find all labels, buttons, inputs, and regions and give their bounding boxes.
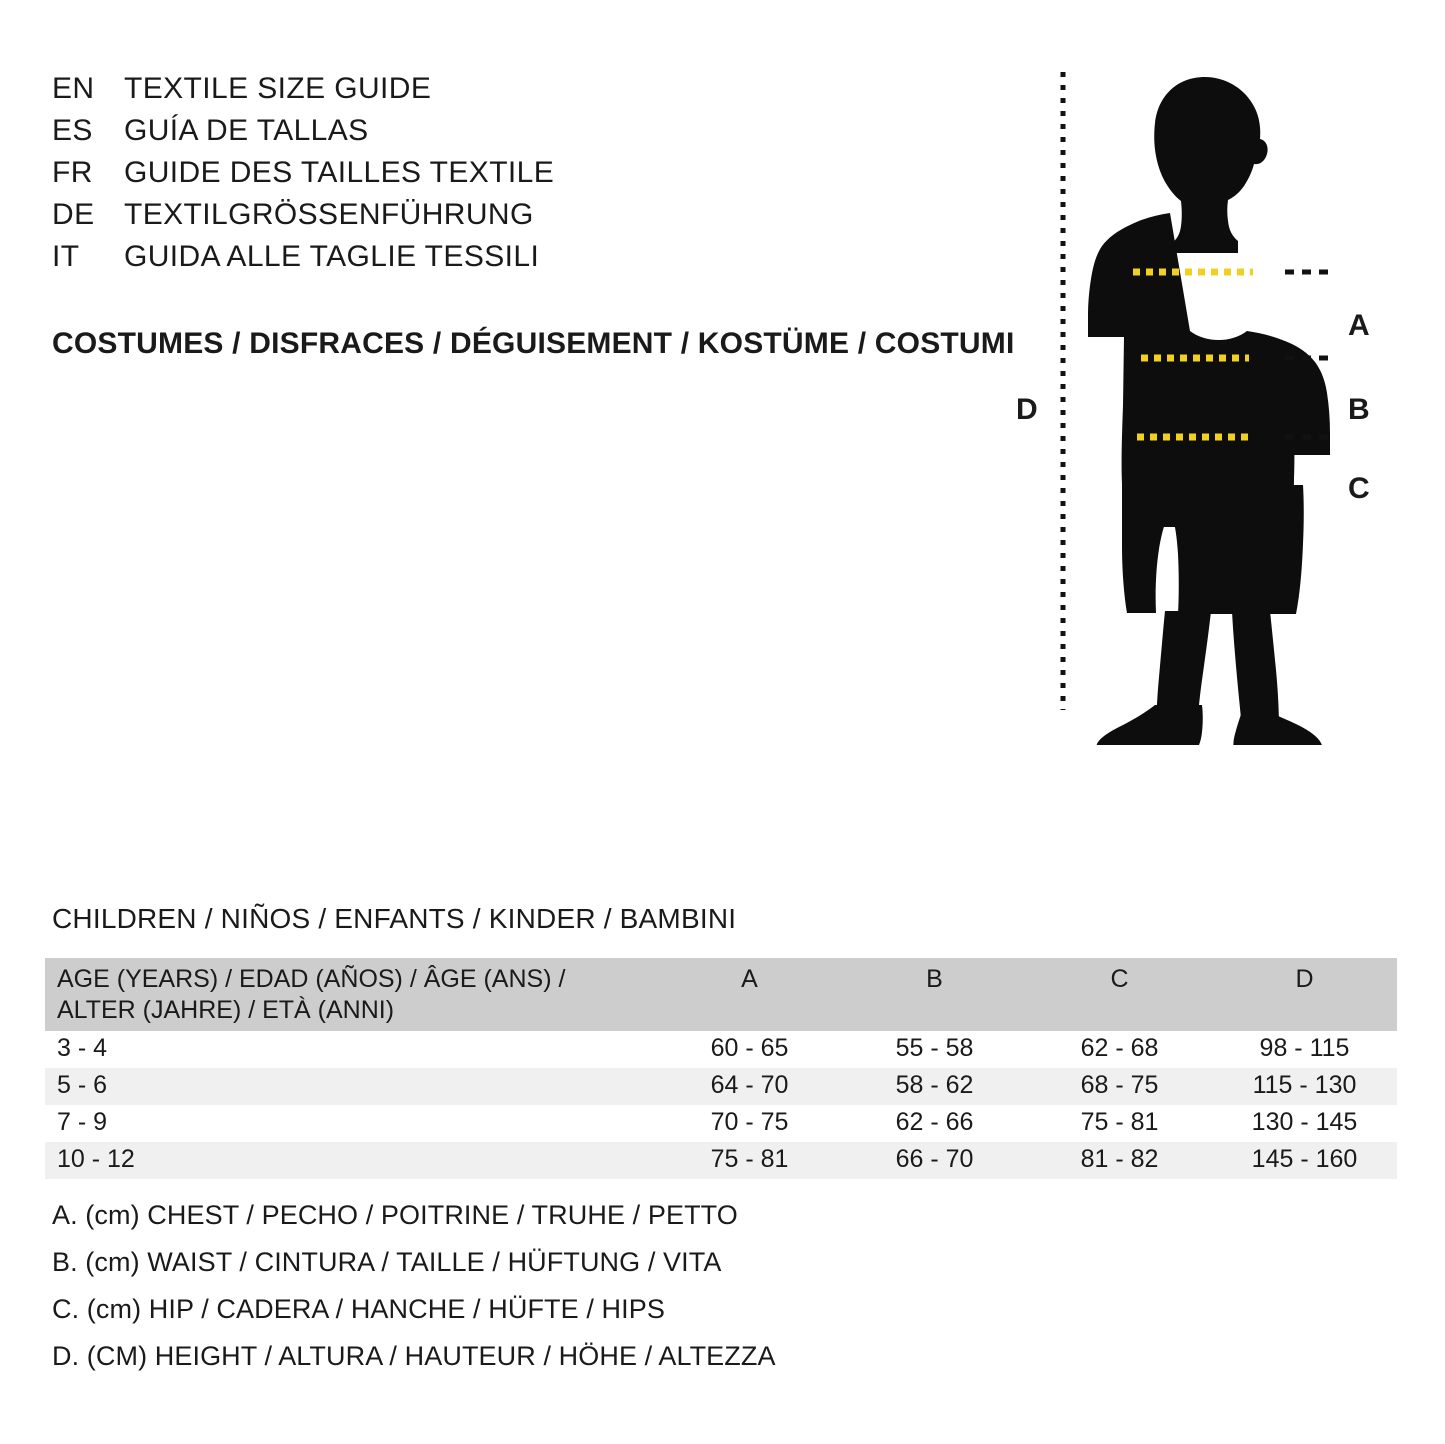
language-text-en: TEXTILE SIZE GUIDE [124, 72, 432, 105]
table-row: 7 - 9 70 - 75 62 - 66 75 - 81 130 - 145 [45, 1105, 1397, 1142]
cell-chest: 70 - 75 [710, 1108, 789, 1136]
measurement-legend: A. (cm) CHEST / PECHO / POITRINE / TRUHE… [52, 1200, 812, 1388]
cell-hip: 81 - 82 [1080, 1145, 1159, 1173]
language-text-it: GUIDA ALLE TAGLIE TESSILI [124, 240, 540, 273]
figure-label-c: C [1348, 472, 1370, 505]
cell-waist: 58 - 62 [895, 1071, 974, 1099]
cell-waist: 62 - 66 [895, 1108, 974, 1136]
language-code-fr: FR [52, 156, 93, 189]
figure-label-d: D [1016, 393, 1038, 426]
cell-waist: 66 - 70 [895, 1145, 974, 1173]
cell-height: 115 - 130 [1252, 1071, 1357, 1099]
cell-height: 130 - 145 [1251, 1108, 1358, 1136]
cell-height: 145 - 160 [1251, 1145, 1358, 1173]
column-header-a: A [741, 965, 758, 993]
size-chart-table: AGE (YEARS) / EDAD (AÑOS) / ÂGE (ANS) / … [45, 958, 1397, 1179]
language-row-de: DE TEXTILGRÖSSENFÜHRUNG [52, 198, 672, 240]
language-header-block: EN TEXTILE SIZE GUIDE ES GUÍA DE TALLAS … [52, 72, 672, 282]
cell-chest: 64 - 70 [710, 1071, 789, 1099]
language-text-es: GUÍA DE TALLAS [124, 114, 369, 147]
language-code-es: ES [52, 114, 93, 147]
table-header: AGE (YEARS) / EDAD (AÑOS) / ÂGE (ANS) / … [45, 958, 1397, 1031]
figure-label-b: B [1348, 393, 1370, 426]
language-code-de: DE [52, 198, 95, 231]
cell-hip: 68 - 75 [1080, 1071, 1159, 1099]
language-text-de: TEXTILGRÖSSENFÜHRUNG [124, 198, 534, 231]
table-row: 5 - 6 64 - 70 58 - 62 68 - 75 115 - 130 [45, 1068, 1397, 1105]
table-section-title: CHILDREN / NIÑOS / ENFANTS / KINDER / BA… [52, 903, 737, 934]
cell-hip: 75 - 81 [1080, 1108, 1159, 1136]
cell-hip: 62 - 68 [1080, 1034, 1159, 1062]
table-row: 10 - 12 75 - 81 66 - 70 81 - 82 145 - 16… [45, 1142, 1397, 1179]
language-code-en: EN [52, 72, 95, 105]
cell-age: 5 - 6 [57, 1071, 108, 1099]
legend-item-c: C. (cm) HIP / CADERA / HANCHE / HÜFTE / … [52, 1294, 665, 1324]
language-row-en: EN TEXTILE SIZE GUIDE [52, 72, 672, 114]
column-header-b: B [926, 965, 943, 993]
language-row-it: IT GUIDA ALLE TAGLIE TESSILI [52, 240, 672, 282]
language-code-it: IT [52, 240, 80, 273]
legend-item-a: A. (cm) CHEST / PECHO / POITRINE / TRUHE… [52, 1200, 738, 1230]
figure-label-a: A [1348, 309, 1370, 342]
cell-chest: 75 - 81 [710, 1145, 789, 1173]
column-header-c: C [1110, 965, 1129, 993]
table-body: 3 - 4 60 - 65 55 - 58 62 - 68 98 - 115 5… [45, 1031, 1397, 1179]
cell-age: 3 - 4 [57, 1034, 108, 1062]
language-text-fr: GUIDE DES TAILLES TEXTILE [124, 156, 555, 189]
column-header-age-line2: ALTER (JAHRE) / ETÀ (ANNI) [57, 995, 395, 1024]
cell-age: 10 - 12 [57, 1145, 135, 1173]
table-header-row: AGE (YEARS) / EDAD (AÑOS) / ÂGE (ANS) / … [45, 958, 1397, 1031]
cell-height: 98 - 115 [1259, 1034, 1350, 1062]
measurement-figure: A B C D [1000, 55, 1420, 745]
column-header-age: AGE (YEARS) / EDAD (AÑOS) / ÂGE (ANS) / … [45, 958, 657, 1031]
legend-item-d: D. (CM) HEIGHT / ALTURA / HAUTEUR / HÖHE… [52, 1341, 776, 1371]
child-body-silhouette [1088, 77, 1330, 745]
column-header-d: D [1295, 965, 1314, 993]
legend-item-b: B. (cm) WAIST / CINTURA / TAILLE / HÜFTU… [52, 1247, 722, 1277]
table-row: 3 - 4 60 - 65 55 - 58 62 - 68 98 - 115 [45, 1031, 1397, 1068]
column-header-age-line1: AGE (YEARS) / EDAD (AÑOS) / ÂGE (ANS) / [57, 965, 566, 993]
language-row-fr: FR GUIDE DES TAILLES TEXTILE [52, 156, 672, 198]
category-subtitle: COSTUMES / DISFRACES / DÉGUISEMENT / KOS… [52, 327, 1015, 360]
child-silhouette-diagram [1060, 72, 1335, 745]
cell-chest: 60 - 65 [710, 1034, 789, 1062]
language-row-es: ES GUÍA DE TALLAS [52, 114, 672, 156]
cell-waist: 55 - 58 [895, 1034, 974, 1062]
cell-age: 7 - 9 [57, 1108, 108, 1136]
